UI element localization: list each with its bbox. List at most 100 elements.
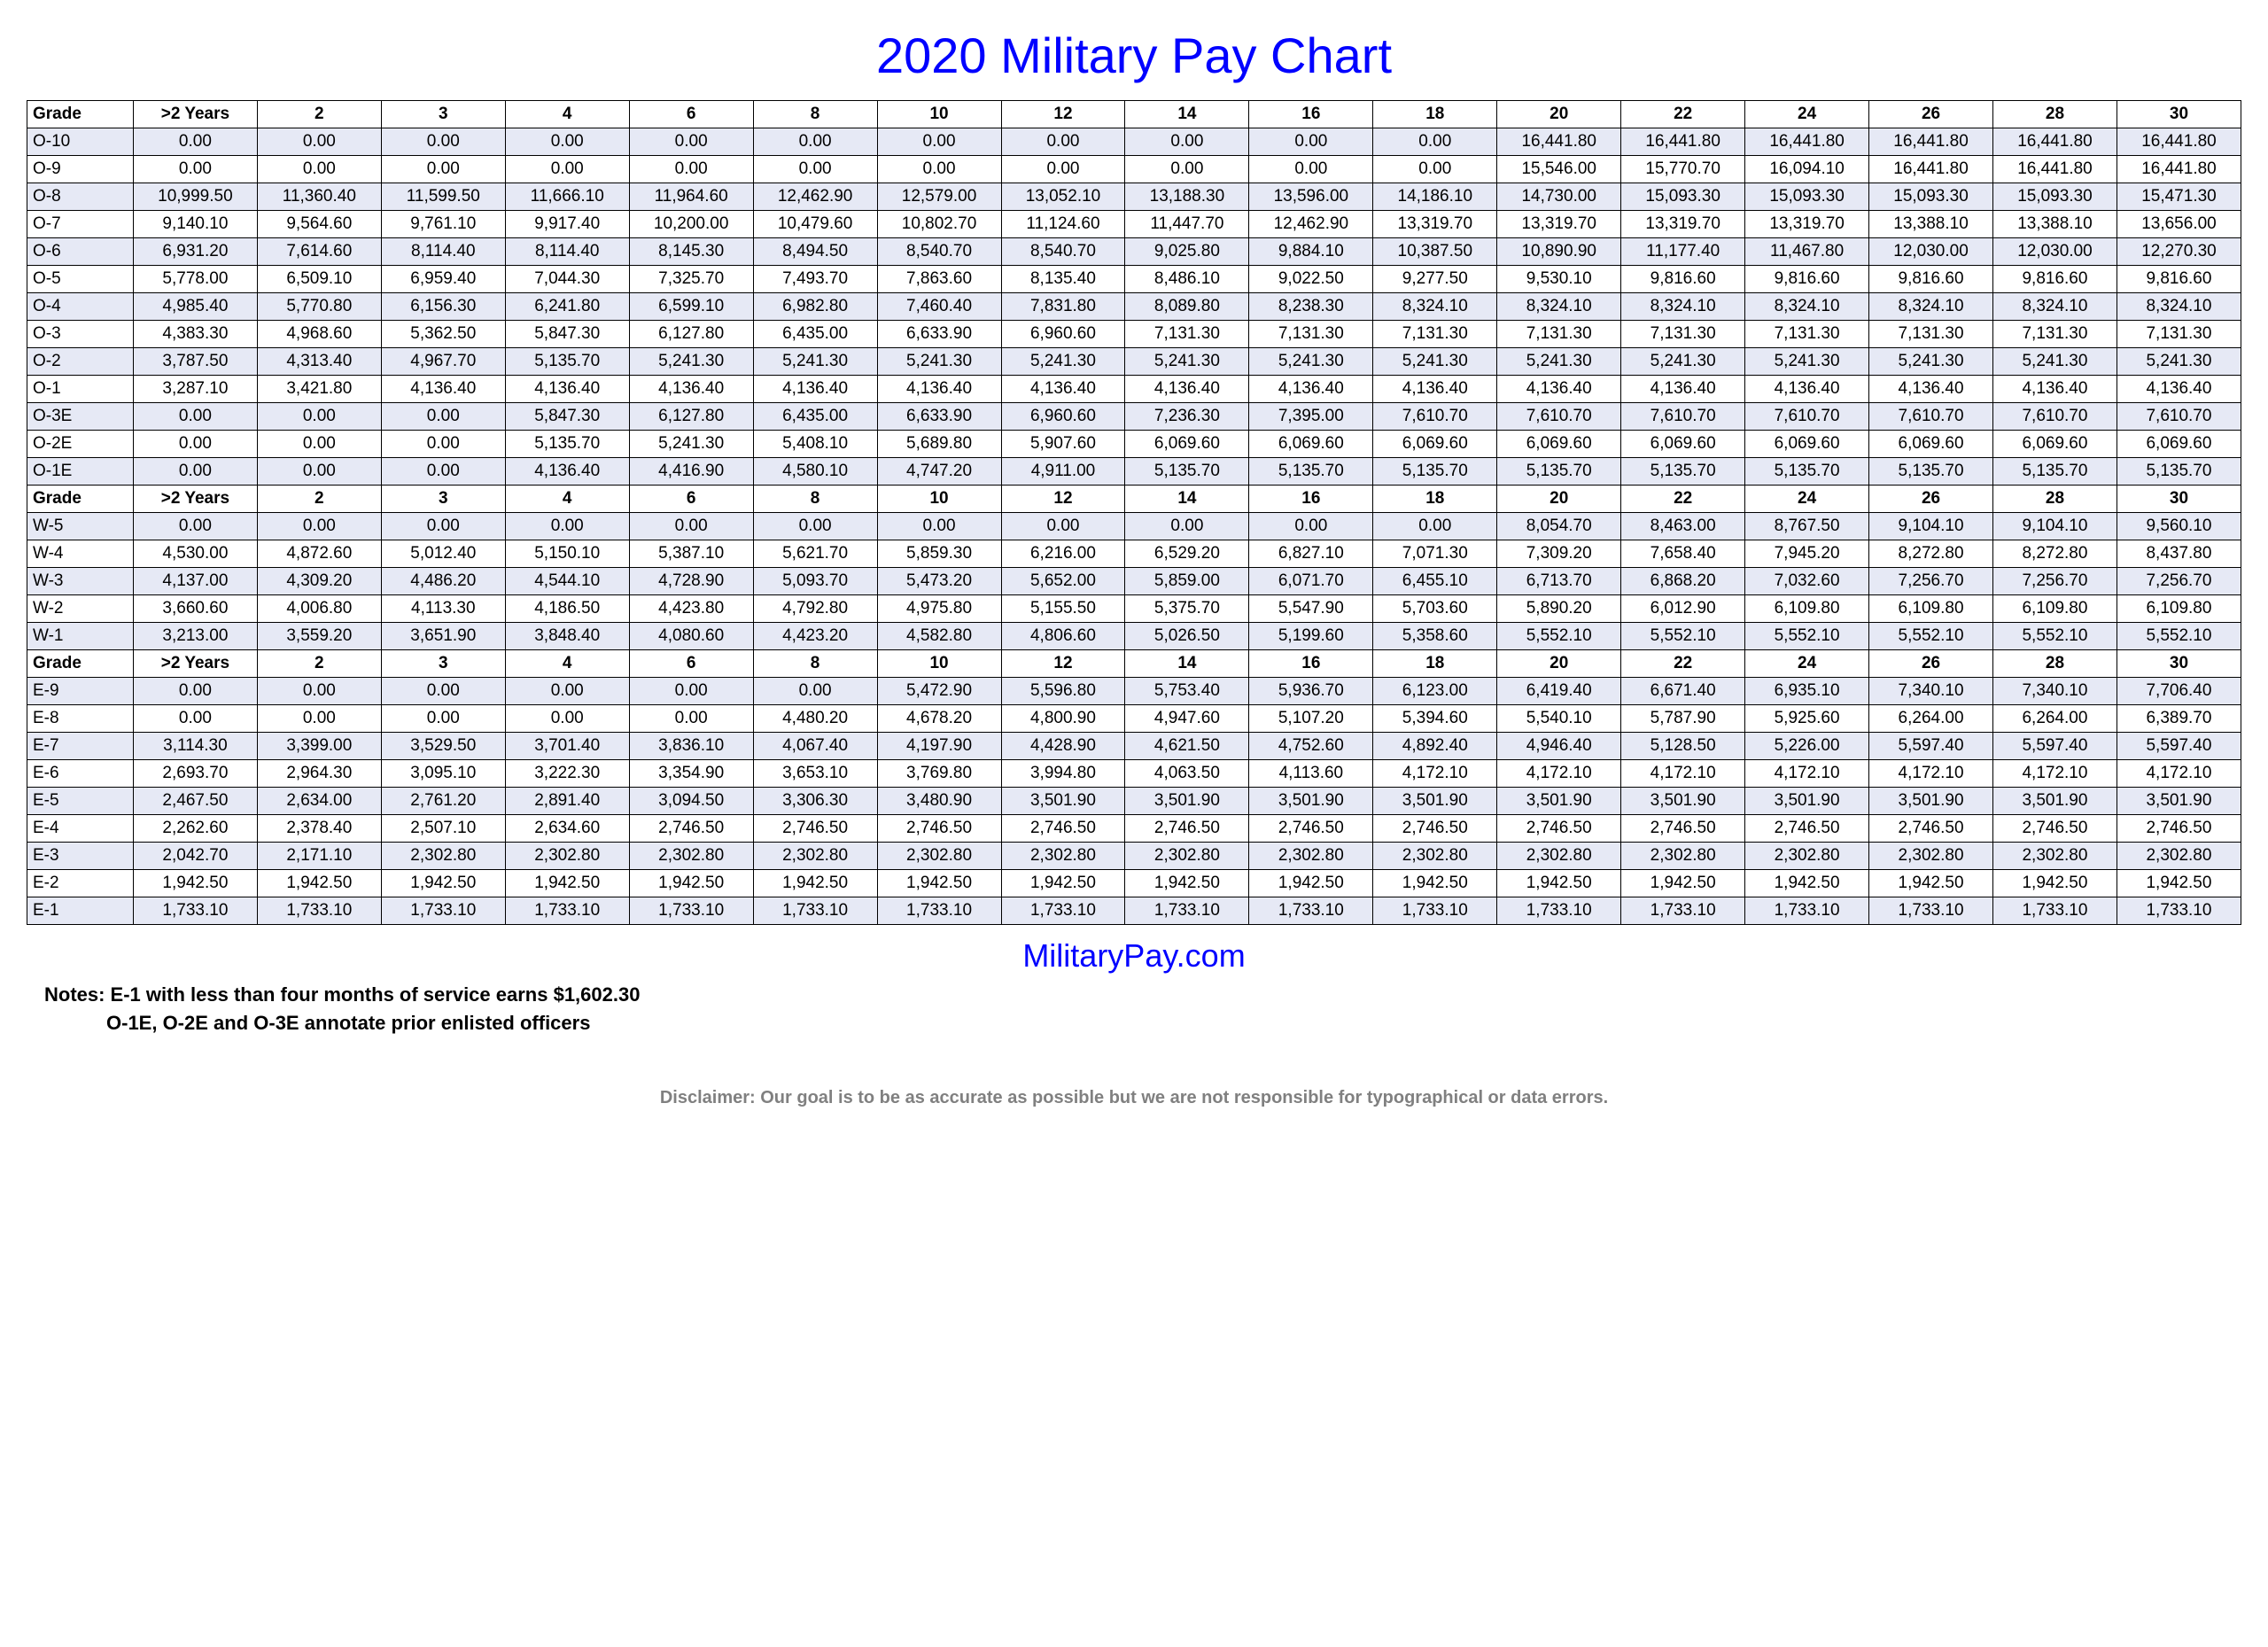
col-header: Grade xyxy=(27,486,134,513)
pay-cell: 5,128.50 xyxy=(1621,733,1745,760)
col-header: 2 xyxy=(257,650,381,678)
pay-cell: 4,172.10 xyxy=(1373,760,1497,788)
pay-cell: 4,136.40 xyxy=(1125,376,1249,403)
pay-cell: 5,135.70 xyxy=(1745,458,1869,486)
pay-cell: 8,238.30 xyxy=(1249,293,1373,321)
pay-cell: 4,480.20 xyxy=(753,705,877,733)
pay-cell: 6,264.00 xyxy=(1869,705,1993,733)
pay-cell: 1,733.10 xyxy=(1497,897,1621,925)
pay-cell: 0.00 xyxy=(257,705,381,733)
pay-cell: 12,270.30 xyxy=(2117,238,2241,266)
pay-cell: 11,177.40 xyxy=(1621,238,1745,266)
col-header: 24 xyxy=(1745,650,1869,678)
pay-cell: 10,890.90 xyxy=(1497,238,1621,266)
pay-cell: 3,501.90 xyxy=(1373,788,1497,815)
pay-cell: 7,032.60 xyxy=(1745,568,1869,595)
pay-cell: 5,552.10 xyxy=(1869,623,1993,650)
pay-cell: 5,847.30 xyxy=(505,321,629,348)
grade-cell: O-10 xyxy=(27,128,134,156)
pay-cell: 6,868.20 xyxy=(1621,568,1745,595)
pay-cell: 8,767.50 xyxy=(1745,513,1869,540)
pay-cell: 6,931.20 xyxy=(133,238,257,266)
pay-cell: 2,746.50 xyxy=(2117,815,2241,843)
pay-cell: 3,660.60 xyxy=(133,595,257,623)
pay-cell: 5,093.70 xyxy=(753,568,877,595)
pay-cell: 4,967.70 xyxy=(381,348,505,376)
col-header: 30 xyxy=(2117,486,2241,513)
col-header: 22 xyxy=(1621,101,1745,128)
grade-cell: W-1 xyxy=(27,623,134,650)
pay-cell: 0.00 xyxy=(133,678,257,705)
pay-cell: 3,501.90 xyxy=(2117,788,2241,815)
pay-cell: 5,596.80 xyxy=(1001,678,1125,705)
col-header: 26 xyxy=(1869,650,1993,678)
pay-cell: 3,501.90 xyxy=(1497,788,1621,815)
pay-cell: 1,942.50 xyxy=(133,870,257,897)
pay-cell: 13,319.70 xyxy=(1621,211,1745,238)
pay-cell: 3,994.80 xyxy=(1001,760,1125,788)
pay-cell: 5,547.90 xyxy=(1249,595,1373,623)
pay-cell: 0.00 xyxy=(753,128,877,156)
pay-cell: 9,025.80 xyxy=(1125,238,1249,266)
pay-cell: 1,733.10 xyxy=(257,897,381,925)
pay-cell: 0.00 xyxy=(133,431,257,458)
pay-cell: 4,544.10 xyxy=(505,568,629,595)
pay-cell: 5,155.50 xyxy=(1001,595,1125,623)
pay-cell: 1,942.50 xyxy=(877,870,1001,897)
pay-cell: 2,746.50 xyxy=(1745,815,1869,843)
pay-cell: 5,358.60 xyxy=(1373,623,1497,650)
pay-cell: 2,746.50 xyxy=(753,815,877,843)
pay-cell: 4,428.90 xyxy=(1001,733,1125,760)
pay-cell: 9,104.10 xyxy=(1993,513,2117,540)
pay-cell: 9,530.10 xyxy=(1497,266,1621,293)
col-header: 6 xyxy=(629,650,753,678)
pay-cell: 7,610.70 xyxy=(1745,403,1869,431)
pay-cell: 2,746.50 xyxy=(1621,815,1745,843)
pay-cell: 11,124.60 xyxy=(1001,211,1125,238)
pay-cell: 2,302.80 xyxy=(753,843,877,870)
pay-cell: 6,935.10 xyxy=(1745,678,1869,705)
pay-cell: 5,936.70 xyxy=(1249,678,1373,705)
pay-cell: 5,387.10 xyxy=(629,540,753,568)
table-row: O-100.000.000.000.000.000.000.000.000.00… xyxy=(27,128,2241,156)
pay-cell: 4,136.40 xyxy=(505,376,629,403)
pay-cell: 4,136.40 xyxy=(381,376,505,403)
pay-cell: 2,693.70 xyxy=(133,760,257,788)
pay-cell: 3,095.10 xyxy=(381,760,505,788)
pay-cell: 5,597.40 xyxy=(1993,733,2117,760)
pay-cell: 7,945.20 xyxy=(1745,540,1869,568)
pay-cell: 8,324.10 xyxy=(1497,293,1621,321)
pay-cell: 13,388.10 xyxy=(1869,211,1993,238)
pay-cell: 7,863.60 xyxy=(877,266,1001,293)
pay-cell: 5,847.30 xyxy=(505,403,629,431)
pay-cell: 9,104.10 xyxy=(1869,513,1993,540)
pay-cell: 5,135.70 xyxy=(1249,458,1373,486)
pay-cell: 6,012.90 xyxy=(1621,595,1745,623)
table-row: E-80.000.000.000.000.004,480.204,678.204… xyxy=(27,705,2241,733)
pay-cell: 5,241.30 xyxy=(1249,348,1373,376)
pay-cell: 1,733.10 xyxy=(1373,897,1497,925)
pay-cell: 3,094.50 xyxy=(629,788,753,815)
pay-cell: 3,501.90 xyxy=(1621,788,1745,815)
pay-cell: 7,236.30 xyxy=(1125,403,1249,431)
pay-cell: 7,706.40 xyxy=(2117,678,2241,705)
pay-cell: 15,770.70 xyxy=(1621,156,1745,183)
pay-cell: 2,761.20 xyxy=(381,788,505,815)
col-header: 18 xyxy=(1373,101,1497,128)
pay-cell: 7,493.70 xyxy=(753,266,877,293)
col-header: 26 xyxy=(1869,101,1993,128)
site-link[interactable]: MilitaryPay.com xyxy=(27,937,2241,975)
pay-cell: 2,634.00 xyxy=(257,788,381,815)
grade-cell: O-2 xyxy=(27,348,134,376)
pay-cell: 0.00 xyxy=(381,678,505,705)
pay-cell: 2,302.80 xyxy=(1001,843,1125,870)
pay-cell: 0.00 xyxy=(1249,156,1373,183)
pay-cell: 0.00 xyxy=(257,128,381,156)
pay-cell: 2,746.50 xyxy=(1993,815,2117,843)
pay-cell: 3,501.90 xyxy=(1249,788,1373,815)
pay-cell: 5,689.80 xyxy=(877,431,1001,458)
col-header: 2 xyxy=(257,101,381,128)
pay-cell: 2,467.50 xyxy=(133,788,257,815)
pay-cell: 5,859.30 xyxy=(877,540,1001,568)
table-row: E-73,114.303,399.003,529.503,701.403,836… xyxy=(27,733,2241,760)
